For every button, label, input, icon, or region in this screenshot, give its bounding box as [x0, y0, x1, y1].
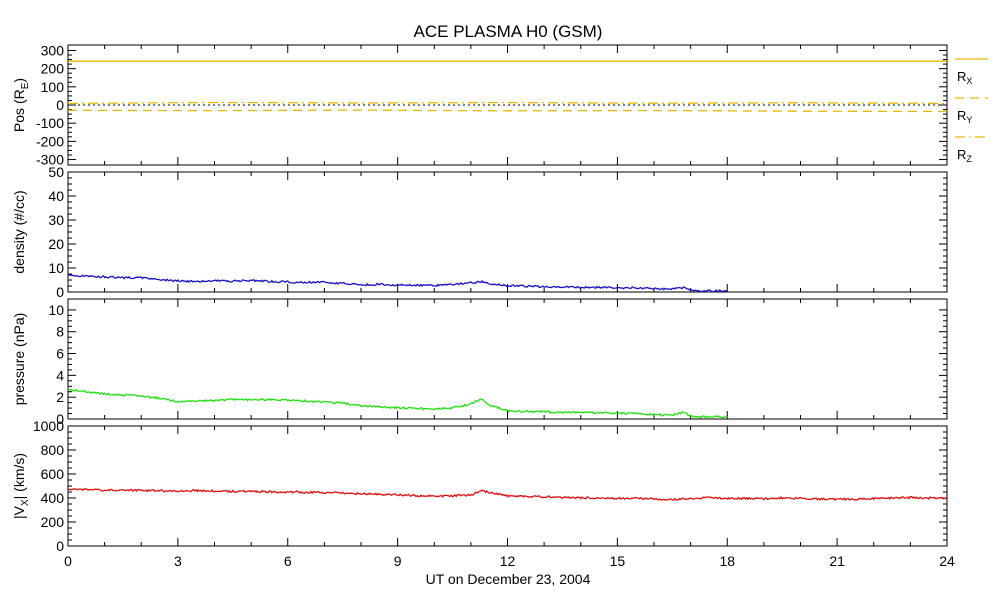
y-tick-label: 0 — [56, 284, 64, 300]
y-tick-label: 400 — [41, 490, 65, 506]
y-tick-label: 200 — [41, 514, 65, 530]
series-line-1-2 — [68, 109, 947, 113]
x-tick-label: 12 — [500, 553, 516, 569]
panel-4: 0 200 400 600 800 1000 |VX| (km/s) — [11, 418, 948, 554]
y-tick-label: 200 — [41, 61, 65, 77]
y-tick-label: 100 — [41, 79, 65, 95]
y-tick-label: -300 — [36, 152, 64, 168]
y-tick-label: 50 — [48, 164, 64, 180]
y-tick-label: 20 — [48, 236, 64, 252]
y-tick-label: 10 — [48, 302, 64, 318]
y-tick-label: 6 — [56, 346, 64, 362]
series-line-3-1 — [68, 388, 728, 419]
y-tick-label: 300 — [41, 42, 65, 58]
legend-label: RX — [957, 69, 972, 86]
y-tick-label: 4 — [56, 367, 64, 383]
y-tick-label: 8 — [56, 324, 64, 340]
series-line-4-1 — [68, 487, 947, 502]
y-tick-label: 1000 — [33, 418, 64, 434]
y-tick-label: -100 — [36, 115, 64, 131]
x-tick-label: 15 — [610, 553, 626, 569]
series-line-2-1 — [68, 273, 728, 292]
panel-1: -300 -200 -100 0 100 200 300 Pos (RE) RX RY RZ — [11, 42, 988, 168]
y-tick-label: 30 — [48, 212, 64, 228]
y-tick-label: 600 — [41, 466, 65, 482]
x-tick-label: 0 — [64, 553, 72, 569]
x-tick-label: 18 — [719, 553, 735, 569]
legend-label: RZ — [957, 147, 972, 164]
y-tick-label: 2 — [56, 389, 64, 405]
panel-frame — [67, 171, 948, 293]
chart-title: ACE PLASMA H0 (GSM) — [414, 22, 603, 41]
y-tick-label: 800 — [41, 442, 65, 458]
y-axis-label: pressure (nPa) — [11, 313, 27, 406]
y-tick-label: 0 — [56, 411, 64, 427]
y-tick-label: 40 — [48, 188, 64, 204]
panel-2: 0 10 20 30 40 50 density (#/cc) — [11, 164, 948, 300]
y-axis-label: density (#/cc) — [11, 190, 27, 273]
x-tick-label: 21 — [829, 553, 845, 569]
y-tick-label: 0 — [56, 538, 64, 554]
x-axis-title: UT on December 23, 2004 — [426, 571, 591, 587]
y-tick-label: 10 — [48, 260, 64, 276]
series-line-1-3 — [68, 101, 947, 105]
y-axis-label: |VX| (km/s) — [11, 453, 31, 519]
panel-frame — [67, 425, 948, 547]
panel-3: 0 2 4 6 8 10 pressure (nPa) — [11, 298, 948, 427]
y-tick-label: 0 — [56, 97, 64, 113]
legend-label: RY — [957, 108, 972, 125]
x-tick-label: 9 — [394, 553, 402, 569]
panel-frame — [67, 298, 948, 420]
x-tick-label: 24 — [939, 553, 955, 569]
x-tick-label: 3 — [174, 553, 182, 569]
x-tick-label: 6 — [284, 553, 292, 569]
y-tick-label: -200 — [36, 133, 64, 149]
y-axis-label: Pos (RE) — [11, 78, 31, 132]
